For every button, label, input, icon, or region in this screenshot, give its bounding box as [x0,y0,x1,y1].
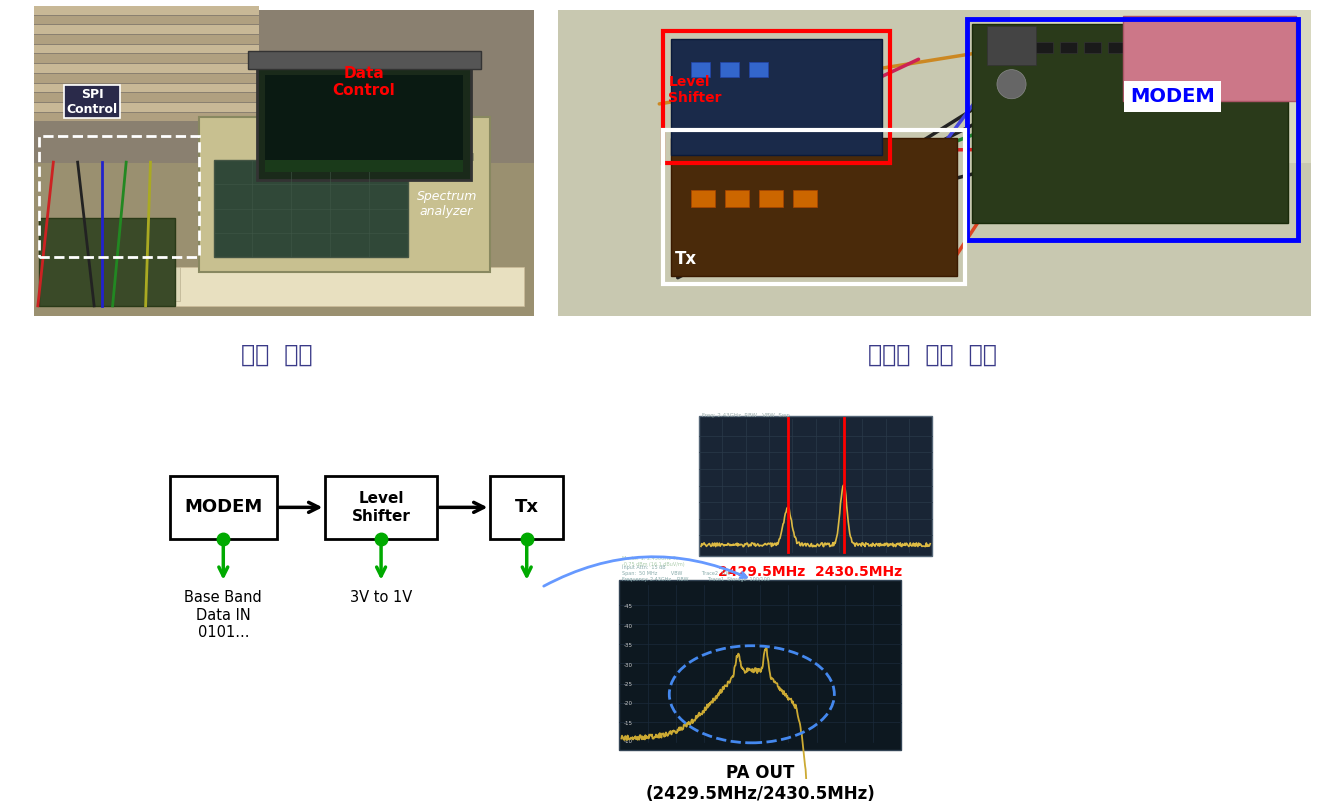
Bar [428,153,435,160]
Bar [1084,42,1102,54]
Text: Freq: 2.43GHz  RBW   VBW  Swp: Freq: 2.43GHz RBW VBW Swp [702,413,790,418]
Text: Data
Control: Data Control [333,66,396,98]
Bar [44,267,524,306]
Bar [1132,42,1150,54]
Bar [1060,42,1078,54]
Text: Span:  50 MHz         VBW             Trace2  100: Span: 50 MHz VBW Trace2 100 [623,571,731,576]
Bar [257,67,471,180]
Bar [968,19,1298,240]
Bar [265,75,463,172]
Text: -40: -40 [623,624,632,629]
Text: Input Attn:  15 dB: Input Attn: 15 dB [623,565,666,570]
Bar [663,31,889,163]
Bar [33,93,259,102]
Bar [1011,42,1028,54]
Text: Marker 1: 2.430GHz Tx
-0.75 dBm (16.1 dBuV/m): Marker 1: 2.430GHz Tx -0.75 dBm (16.1 dB… [623,557,685,567]
Bar [33,163,533,315]
Bar [33,10,533,315]
Text: 측정용  모듈  연결: 측정용 모듈 연결 [868,342,996,367]
Bar [559,10,1310,315]
Text: -35: -35 [623,643,632,648]
Text: 2429.5MHz  2430.5MHz: 2429.5MHz 2430.5MHz [718,565,902,579]
Text: MODEM: MODEM [1130,87,1215,106]
Bar [749,62,769,77]
Bar [691,189,715,207]
Bar [33,103,259,111]
Text: -45: -45 [623,605,632,610]
Bar [325,476,437,539]
Text: Frequency: 2.43GHz    RBW             Trace1  Storage  100/100: Frequency: 2.43GHz RBW Trace1 Storage 10… [623,577,770,581]
Bar [1157,42,1174,54]
Bar [63,267,179,301]
Text: 측정  셋업: 측정 셋업 [241,342,313,367]
Bar [491,476,563,539]
Bar [1108,42,1126,54]
Text: -15: -15 [623,721,632,726]
Bar [663,131,965,284]
Bar [699,415,932,557]
Text: 3V to 1V: 3V to 1V [350,590,412,606]
Bar [719,62,739,77]
Text: Spectrum
analyzer: Spectrum analyzer [416,190,477,218]
Bar [671,138,957,276]
Bar [39,218,175,306]
Text: Level
Shifter: Level Shifter [668,75,722,106]
Bar [972,24,1289,223]
Bar [33,55,259,63]
Text: Level
Shifter: Level Shifter [352,491,410,524]
Text: 1MHz
BW: 1MHz BW [797,367,834,395]
Text: PA OUT
(2429.5MHz/2430.5MHz): PA OUT (2429.5MHz/2430.5MHz) [646,764,876,802]
Text: -10: -10 [623,739,632,744]
Bar [199,116,491,272]
Bar [467,153,473,160]
Bar [987,26,1036,65]
Text: -20: -20 [623,702,632,707]
Bar [456,153,463,160]
Text: MODEM: MODEM [185,498,262,516]
Bar [758,189,783,207]
Bar [671,38,882,155]
Text: Base Band
Data IN
0101...: Base Band Data IN 0101... [185,590,262,640]
Bar [33,74,259,83]
Bar [33,112,259,121]
Bar [33,83,259,92]
Bar [214,160,408,257]
Bar [1009,10,1310,163]
Text: -25: -25 [623,682,632,687]
Bar [437,153,444,160]
Bar [170,476,277,539]
Bar [265,160,463,172]
Text: SPI
Control: SPI Control [67,88,118,116]
Circle shape [997,70,1025,99]
Bar [987,42,1004,54]
Bar [33,6,259,14]
Bar [447,153,453,160]
Text: -30: -30 [623,662,632,667]
Bar [1123,16,1296,102]
Bar [793,189,817,207]
Bar [33,35,259,43]
Bar [33,64,259,73]
Bar [33,45,259,54]
Bar [1035,42,1052,54]
Bar [33,15,259,24]
Bar [619,580,901,750]
Bar [247,51,480,69]
Text: Tx: Tx [515,498,539,516]
Bar [417,153,424,160]
Bar [39,136,199,257]
Text: Tx: Tx [675,250,697,269]
Bar [691,62,710,77]
Bar [33,25,259,34]
Bar [725,189,749,207]
